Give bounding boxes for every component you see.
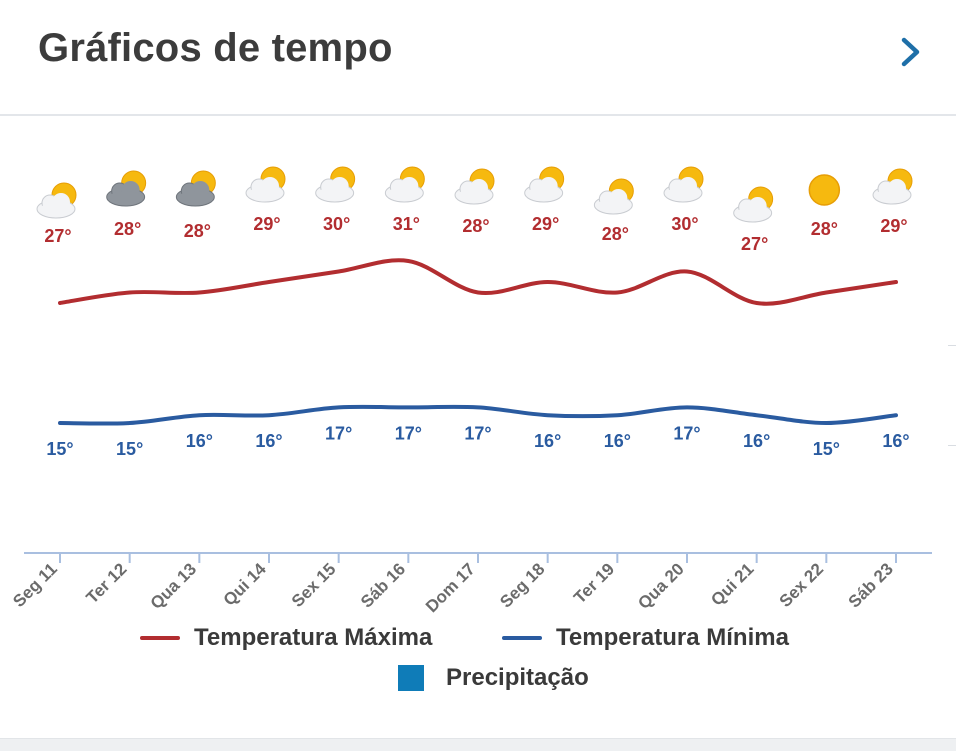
x-tick-label: Qua 20 <box>634 559 688 613</box>
partly-cloudy-icon <box>872 168 913 205</box>
partly-cloudy-icon <box>663 166 704 203</box>
max-temp-label: 27° <box>44 226 71 246</box>
min-temp-label: 17° <box>325 423 352 443</box>
legend-swatch-min <box>502 636 542 640</box>
min-temp-label: 15° <box>46 439 73 459</box>
partly-cloudy-icon <box>245 166 286 203</box>
grid-stub <box>948 345 956 346</box>
min-temp-label: 17° <box>464 423 491 443</box>
partly-cloudy-icon <box>384 166 425 203</box>
partly-cloudy-icon <box>733 186 774 223</box>
x-tick-label: Dom 17 <box>422 559 479 616</box>
min-temp-label: 17° <box>395 423 422 443</box>
max-temp-label: 30° <box>323 214 350 234</box>
max-temp-label: 28° <box>114 219 141 239</box>
x-tick-label: Ter 12 <box>83 559 131 607</box>
page-title: Gráficos de tempo <box>38 26 393 70</box>
x-tick-label: Qui 21 <box>707 559 757 609</box>
x-tick-label: Seg 11 <box>9 559 61 611</box>
legend-swatch-max <box>140 636 180 640</box>
min-temp-label: 15° <box>813 439 840 459</box>
legend-label-min: Temperatura Mínima <box>556 624 789 651</box>
chevron-right-icon[interactable] <box>896 34 926 70</box>
max-temp-label: 28° <box>462 216 489 236</box>
weather-chart: 27° 28° 28° 29° 30° 31° 28° 29° 28° 30° 27° 28° 29° 1… <box>9 166 932 616</box>
partly-cloudy-icon <box>315 166 356 203</box>
min-temp-label: 15° <box>116 439 143 459</box>
series-line-max <box>58 258 898 306</box>
min-temp-label: 16° <box>604 431 631 451</box>
max-temp-label: 28° <box>184 221 211 241</box>
max-temp-label: 27° <box>741 234 768 254</box>
partly-cloudy-icon <box>36 182 77 219</box>
legend-item-max[interactable]: Temperatura Máxima <box>140 624 432 652</box>
x-tick-label: Sáb 16 <box>357 559 409 611</box>
x-tick-label: Qui 14 <box>220 559 271 610</box>
max-temp-label: 29° <box>253 214 280 234</box>
x-tick-label: Sex 22 <box>776 559 828 611</box>
legend-item-min[interactable]: Temperatura Mínima <box>502 624 789 652</box>
legend-label-precip: Precipitação <box>446 664 589 691</box>
x-tick-label: Sex 15 <box>288 559 340 611</box>
max-temp-label: 29° <box>880 216 907 236</box>
min-temp-label: 16° <box>255 431 282 451</box>
max-temp-label: 28° <box>811 219 838 239</box>
max-temp-label: 31° <box>393 214 420 234</box>
x-tick-label: Ter 19 <box>570 559 618 607</box>
max-temp-label: 28° <box>602 224 629 244</box>
cloudy-icon <box>175 170 216 207</box>
min-temp-label: 16° <box>743 431 770 451</box>
footer-band <box>0 738 956 751</box>
legend-label-max: Temperatura Máxima <box>194 624 433 651</box>
partly-cloudy-icon <box>454 168 495 205</box>
x-tick-label: Seg 18 <box>496 559 548 611</box>
legend-swatch-precip <box>398 665 424 691</box>
cloudy-icon <box>106 170 147 207</box>
legend: Temperatura Máxima Temperatura Mínima Pr… <box>0 616 956 706</box>
grid-stub <box>948 445 956 446</box>
x-tick-label: Qua 13 <box>147 559 201 613</box>
min-temp-label: 17° <box>673 423 700 443</box>
partly-cloudy-icon <box>593 178 634 215</box>
series-line-min <box>58 404 898 426</box>
partly-cloudy-icon <box>524 166 565 203</box>
header: Gráficos de tempo <box>0 0 956 116</box>
max-temp-label: 30° <box>671 214 698 234</box>
max-temp-label: 29° <box>532 214 559 234</box>
legend-item-precip[interactable]: Precipitação <box>398 664 589 692</box>
x-tick-label: Sáb 23 <box>845 559 897 611</box>
min-temp-label: 16° <box>882 431 909 451</box>
min-temp-label: 16° <box>186 431 213 451</box>
min-temp-label: 16° <box>534 431 561 451</box>
sunny-icon <box>808 174 841 206</box>
